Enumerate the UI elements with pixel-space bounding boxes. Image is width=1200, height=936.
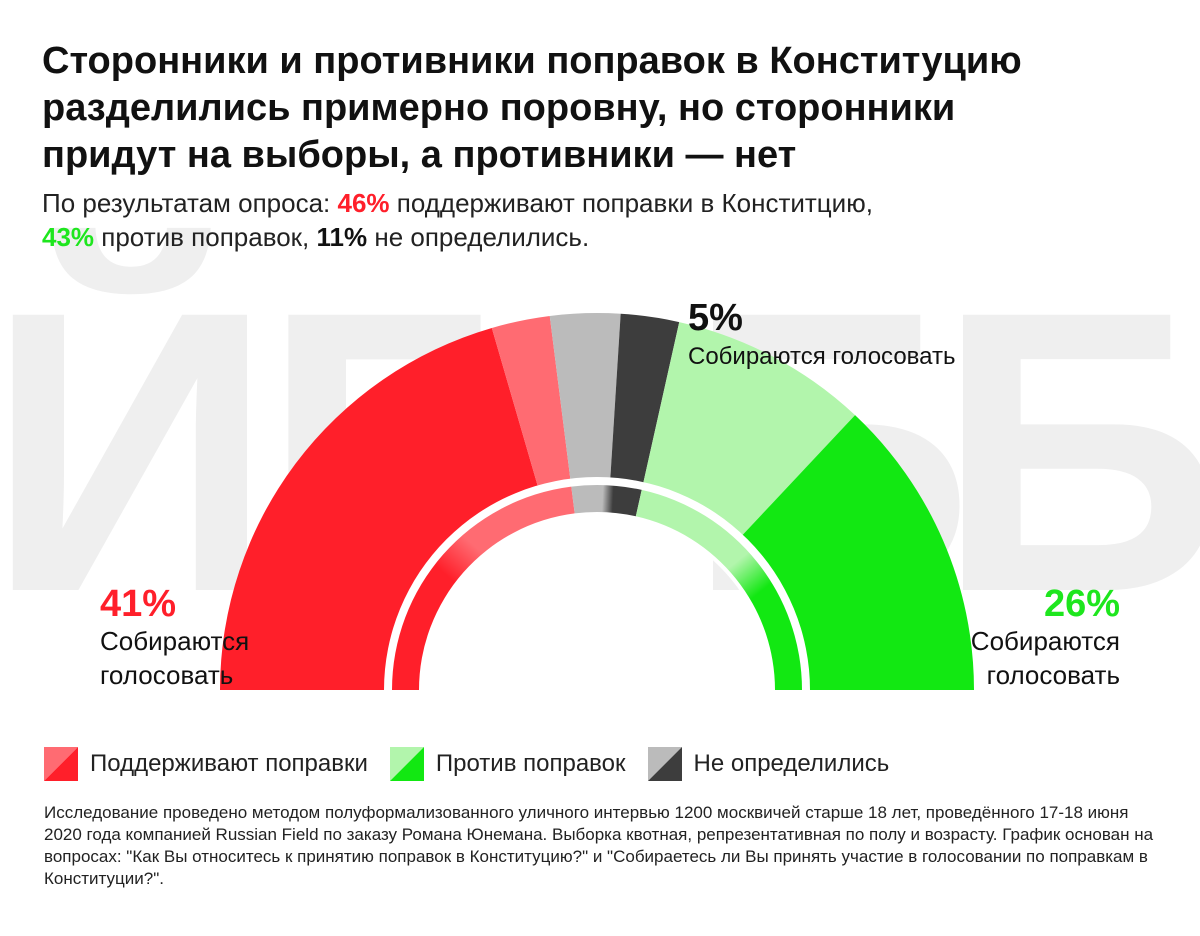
subtitle-support-pct: 46%	[337, 188, 390, 218]
annotation-value-support-voting: 41%	[100, 583, 176, 625]
outer-segment-support-voting	[220, 327, 547, 690]
chart-legend: Поддерживают поправки Против поправок Не…	[44, 744, 911, 784]
annotation-value-undecided-voting: 5%	[688, 297, 743, 339]
legend-swatch-support	[44, 747, 78, 781]
watermark-letter: Й	[0, 228, 274, 676]
legend-swatch-undecided	[647, 747, 682, 781]
annotation-text-against-voting: голосовать	[987, 660, 1120, 690]
inner-ring	[384, 477, 810, 690]
legend-label-undecided: Не определились	[693, 750, 890, 777]
page-title: Сторонники и противники поправок в Конст…	[42, 40, 1022, 176]
inner-segment-support	[392, 486, 575, 690]
outer-segment-undecided-not-voting	[549, 313, 621, 512]
legend-label-support: Поддерживают поправки	[90, 750, 368, 777]
annotation-text-support-voting: Собираются	[100, 626, 249, 656]
legend-label-against: Против поправок	[435, 750, 626, 777]
outer-segment-undecided-voting	[608, 313, 680, 515]
page-subtitle: По результатам опроса: 46% поддерживают …	[42, 186, 1162, 254]
annotation-text-support-voting: голосовать	[100, 660, 233, 690]
legend-item-against: Против поправок	[389, 747, 626, 781]
inner-segment-against	[635, 489, 802, 690]
subtitle-undecided-pct: 11%	[316, 222, 368, 252]
outer-segment-support-not-voting	[491, 315, 575, 518]
inner-segment-undecided	[571, 485, 642, 517]
watermark-letter: Б	[936, 228, 1200, 675]
legend-item-undecided: Не определились	[647, 747, 890, 781]
subtitle-text-4: не определились.	[367, 222, 590, 252]
annotation-text-against-voting: Собираются	[971, 626, 1120, 656]
subtitle-text-3: против поправок,	[94, 222, 317, 252]
annotation-value-against-voting: 26%	[1044, 583, 1120, 625]
legend-item-support: Поддерживают поправки	[44, 747, 368, 781]
methodology-footnote: Исследование проведено методом полуформа…	[44, 803, 1154, 888]
subtitle-text-1: По результатам опроса:	[42, 188, 338, 218]
annotation-text-undecided-voting: Собираются голосовать	[688, 343, 955, 370]
subtitle-against-pct: 43%	[42, 222, 95, 252]
subtitle-text-2: поддерживают поправки в Конститцию,	[389, 188, 873, 218]
legend-swatch-against	[389, 747, 424, 781]
